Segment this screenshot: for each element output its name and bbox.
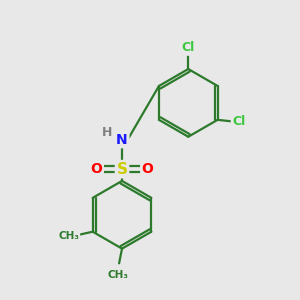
Text: O: O <box>91 162 102 176</box>
Text: Cl: Cl <box>232 115 245 128</box>
Text: Cl: Cl <box>182 41 195 54</box>
Text: O: O <box>142 162 154 176</box>
Text: S: S <box>116 162 128 177</box>
Text: H: H <box>101 126 112 139</box>
Text: N: N <box>116 133 128 147</box>
Text: CH₃: CH₃ <box>107 269 128 280</box>
Text: CH₃: CH₃ <box>58 231 80 241</box>
